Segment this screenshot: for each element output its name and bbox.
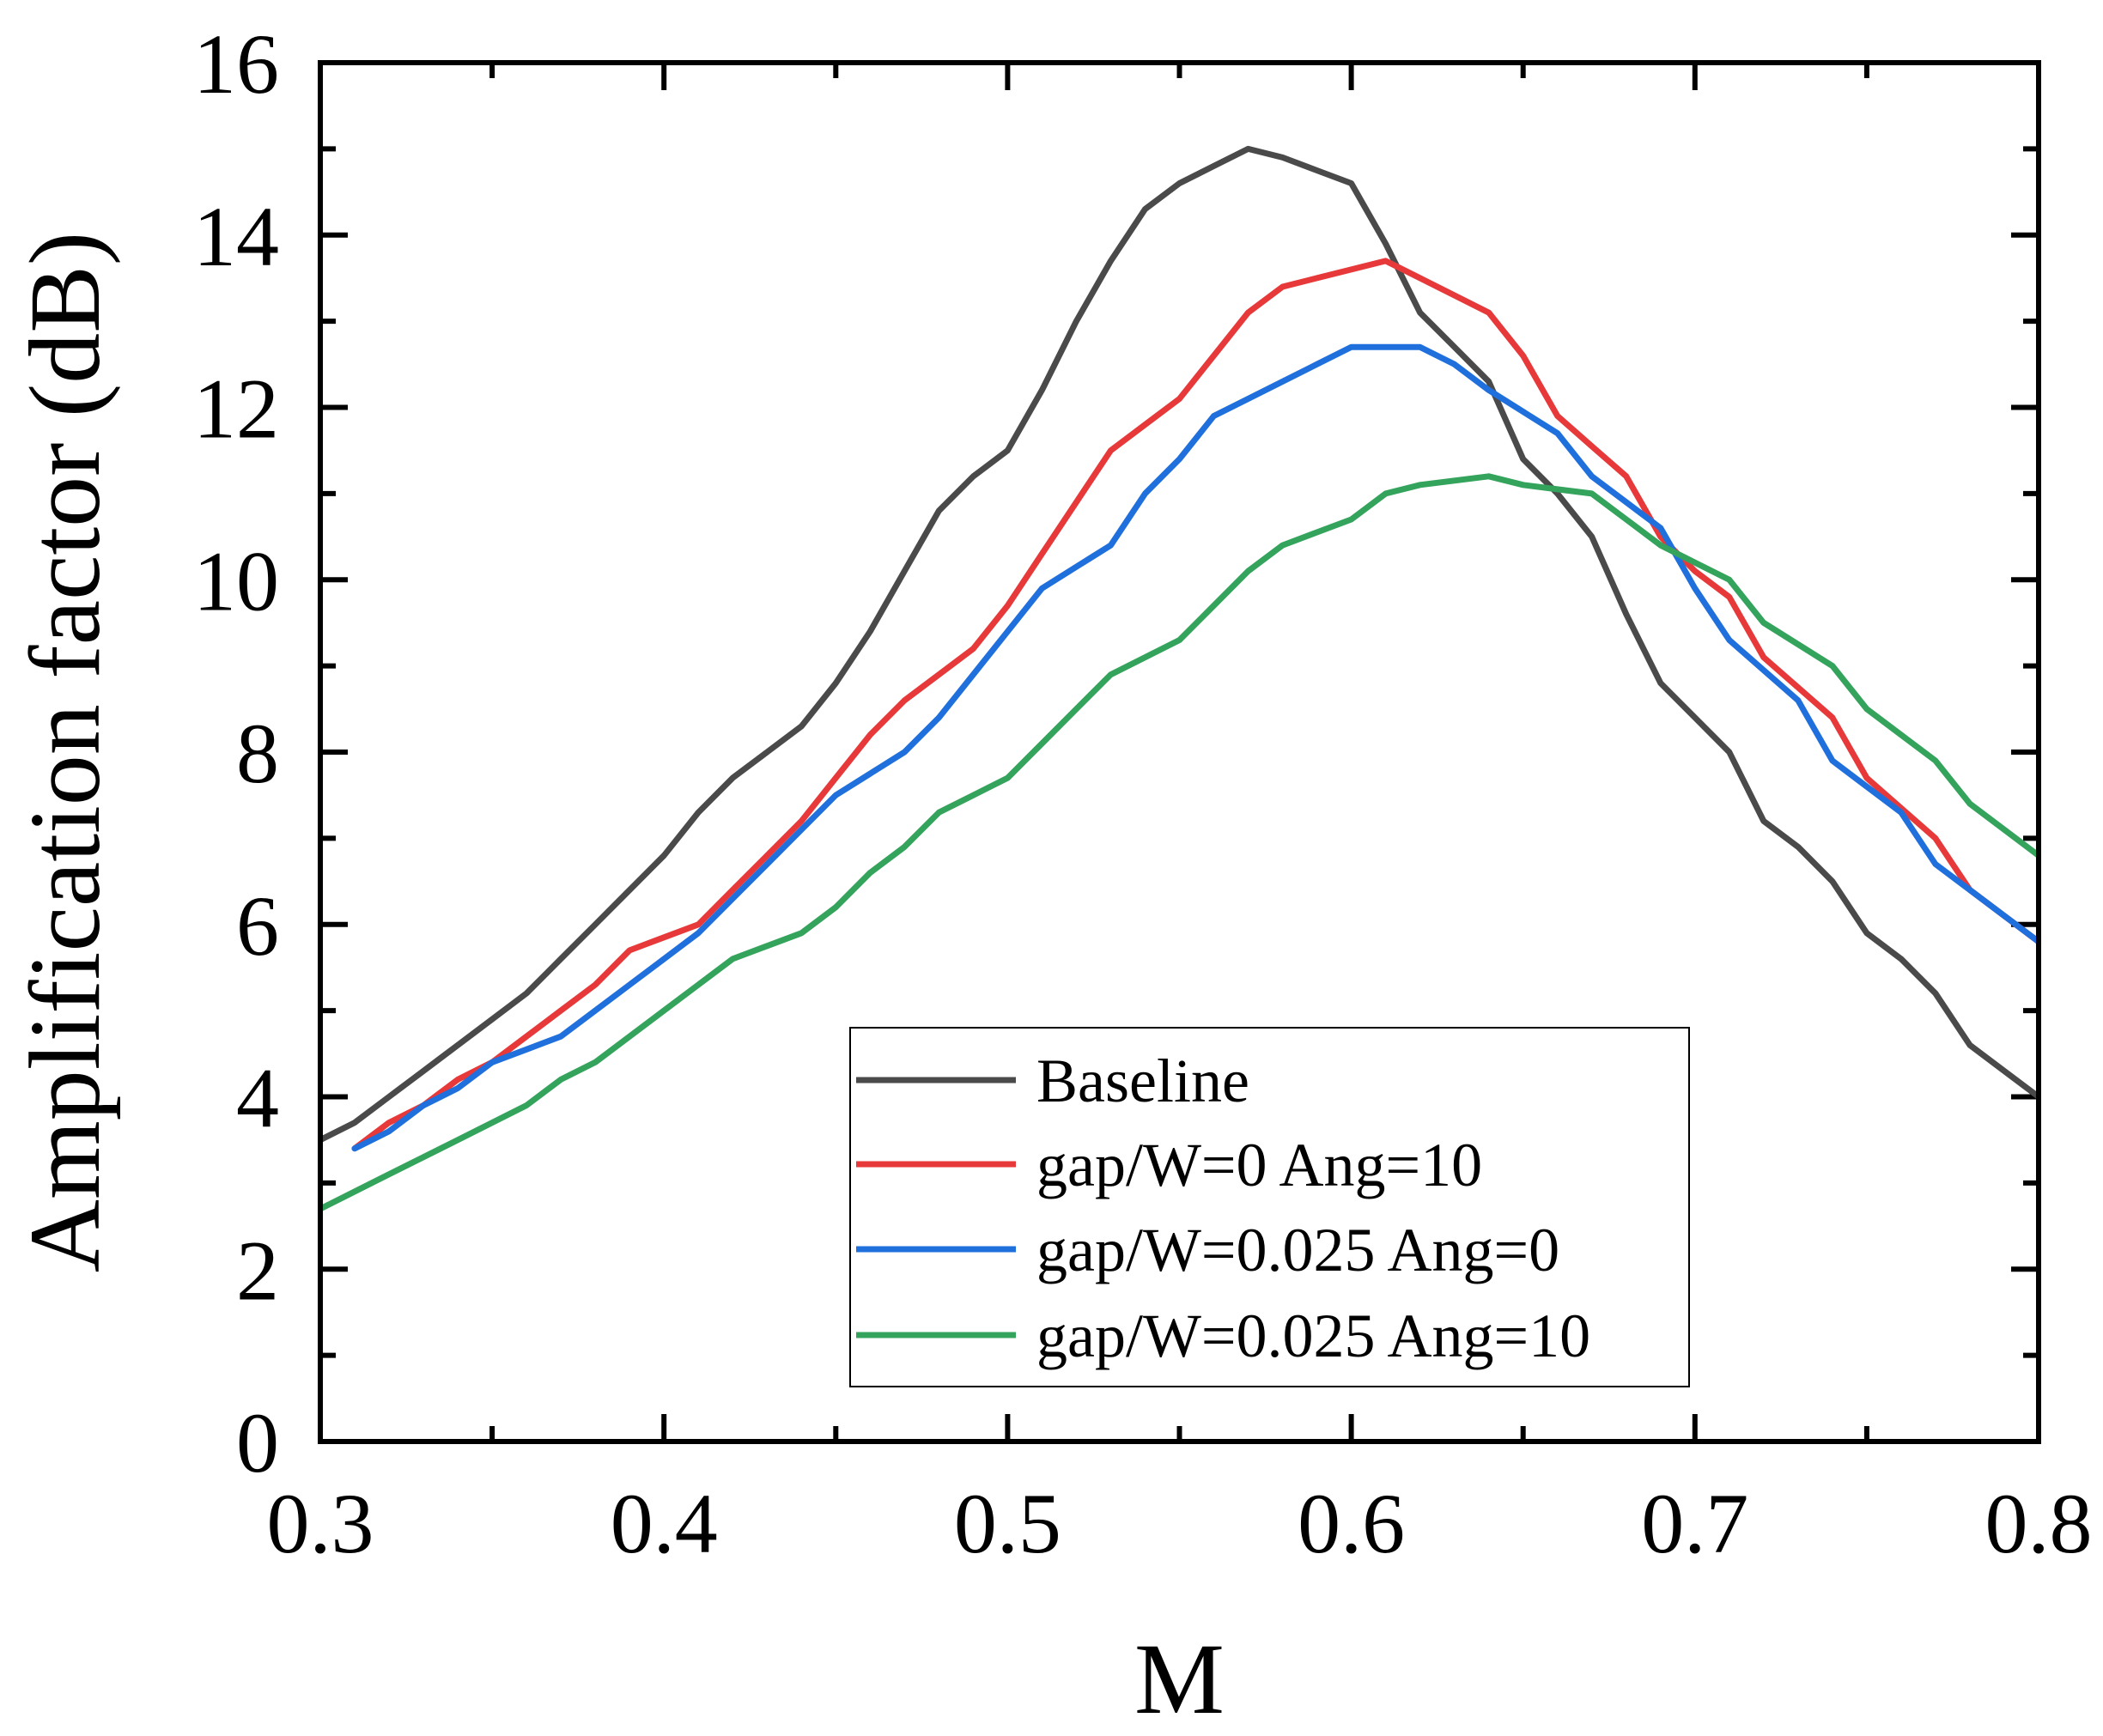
legend: Baseline gap/W=0 Ang=10 gap/W=0.025 Ang=0 g… <box>849 1027 1690 1387</box>
y-tick-label: 6 <box>236 878 279 974</box>
legend-box <box>849 1027 1690 1387</box>
y-tick-label: 0 <box>236 1395 279 1490</box>
y-tick-label: 16 <box>193 16 279 112</box>
y-tick-label: 4 <box>236 1051 279 1146</box>
y-axis-title: Amplification factor (dB) <box>9 232 121 1272</box>
legend-label-baseline: Baseline <box>1036 1047 1249 1115</box>
y-axis-tick-labels: 0 2 4 6 8 10 12 14 16 <box>193 16 279 1490</box>
x-axis-tick-labels: 0.3 0.4 0.5 0.6 0.7 0.8 <box>267 1476 2093 1571</box>
legend-label-gap-w-0-ang-10: gap/W=0 Ang=10 <box>1036 1131 1482 1199</box>
x-tick-label: 0.7 <box>1641 1476 1748 1571</box>
x-tick-label: 0.4 <box>611 1476 718 1571</box>
x-tick-label: 0.6 <box>1298 1476 1405 1571</box>
x-axis-title: M <box>1134 1623 1225 1735</box>
series-line-gap-w-0-025-ang-10 <box>320 473 2039 1212</box>
y-tick-label: 8 <box>236 706 279 801</box>
x-tick-label: 0.3 <box>267 1476 374 1571</box>
x-tick-label: 0.8 <box>1985 1476 2093 1571</box>
legend-label-gap-w-0-025-ang-10: gap/W=0.025 Ang=10 <box>1036 1302 1590 1370</box>
plot-frame <box>318 60 2041 1444</box>
y-tick-label: 12 <box>193 361 279 457</box>
legend-label-gap-w-0-025-ang-0: gap/W=0.025 Ang=0 <box>1036 1216 1559 1284</box>
y-tick-label: 14 <box>193 189 279 284</box>
series-line-gap-w-0-ang-10 <box>351 258 2039 1152</box>
series-layer <box>320 145 2039 1212</box>
series-line-baseline <box>320 145 2039 1144</box>
y-tick-label: 2 <box>236 1223 279 1318</box>
x-tick-label: 0.5 <box>954 1476 1061 1571</box>
series-line-gap-w-0-025-ang-0 <box>351 343 2039 1152</box>
y-tick-label: 10 <box>193 533 279 628</box>
